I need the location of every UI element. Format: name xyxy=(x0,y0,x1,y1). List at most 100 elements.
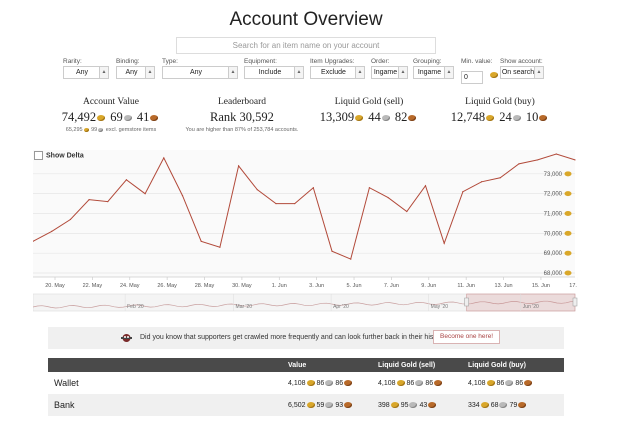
navigator-handle-left xyxy=(464,297,469,307)
table-row[interactable]: Bank 6,502 59 93 398 95 43 334 68 79 xyxy=(48,394,564,416)
copper-amount: 10 xyxy=(525,110,539,124)
copper-coin-icon xyxy=(408,115,417,122)
search-input[interactable]: Search for an item name on your account xyxy=(176,37,436,54)
equipment-select[interactable]: Include ▲ xyxy=(244,66,304,79)
chevron-down-icon: ▲ xyxy=(534,67,543,78)
stat-value: 13,309 44 82 xyxy=(314,110,424,125)
show-delta-checkbox[interactable] xyxy=(34,151,43,160)
gold-amount: 4,108 xyxy=(288,379,306,387)
data-point xyxy=(163,157,165,159)
chevron-down-icon: ▲ xyxy=(398,67,407,78)
gold-amount: 334 xyxy=(468,401,480,409)
column-header-liquid-buy: Liquid Gold (buy) xyxy=(468,361,526,369)
filter-label: Show account: xyxy=(500,58,543,65)
filter-label: Grouping: xyxy=(413,58,442,65)
filter-order: Order: Ingame ▲ xyxy=(371,58,408,79)
gold-coin-icon xyxy=(396,379,405,386)
filter-min-value: Min. value: 0 xyxy=(461,58,500,84)
data-point xyxy=(107,200,109,203)
become-supporter-button[interactable]: Become one here! xyxy=(433,330,501,344)
silver-amount: 86 xyxy=(406,379,415,387)
filter-label: Type: xyxy=(162,58,178,65)
navigator-label: Mar '20 xyxy=(236,304,253,310)
copper-coin-icon xyxy=(150,115,159,122)
silver-coin-icon xyxy=(415,379,424,386)
row-value: 6,502 59 93 xyxy=(288,394,378,416)
gold-amount: 4,108 xyxy=(468,379,486,387)
sub-silver-amount: 99 xyxy=(91,127,98,133)
filter-label: Equipment: xyxy=(244,58,277,65)
value-history-chart[interactable]: 68,000 69,000 70,000 71,000 72,000 73,000 20. … xyxy=(32,146,587,313)
x-tick-label: 13. Jun xyxy=(495,283,513,289)
binding-select[interactable]: Any ▲ xyxy=(116,66,155,79)
y-tick-label: 73,000 xyxy=(544,172,563,178)
column-header-liquid-sell: Liquid Gold (sell) xyxy=(378,361,436,369)
gold-coin-icon xyxy=(564,171,572,177)
data-point xyxy=(331,250,333,252)
page-title: Account Overview xyxy=(229,9,383,30)
chart-svg[interactable]: 68,000 69,000 70,000 71,000 72,000 73,000 20. … xyxy=(32,146,587,313)
table-row[interactable]: Wallet 4,108 86 86 4,108 86 86 4,108 86 86 xyxy=(48,372,564,394)
x-tick-label: 17. Jun xyxy=(569,283,578,289)
silver-coin-icon xyxy=(325,379,334,386)
banner-text: Did you know that supporters get crawled… xyxy=(140,334,449,341)
gold-coin-icon xyxy=(564,230,572,236)
select-value: Any xyxy=(75,69,89,76)
item-upgrades-select[interactable]: Exclude ▲ xyxy=(310,66,365,79)
data-point xyxy=(368,187,371,189)
filter-equipment: Equipment: Include ▲ xyxy=(244,58,304,79)
data-point xyxy=(555,153,557,155)
grouping-select[interactable]: Ingame ▲ xyxy=(413,66,454,79)
sub-note: excl. gemstore items xyxy=(105,127,157,133)
gold-coin-icon xyxy=(390,401,399,408)
filter-label: Item Upgrades: xyxy=(310,58,355,65)
rarity-select[interactable]: Any ▲ xyxy=(63,66,109,79)
show-account-select[interactable]: On search ▲ xyxy=(500,66,544,79)
data-point xyxy=(406,210,408,213)
x-tick-label: 7. Jun xyxy=(384,283,399,289)
copper-coin-icon xyxy=(344,401,353,408)
silver-amount: 69 xyxy=(110,110,123,124)
data-point xyxy=(275,202,277,205)
x-tick-label: 3. Jun xyxy=(309,283,324,289)
select-value: On search xyxy=(501,69,535,76)
silver-coin-icon xyxy=(325,401,334,408)
copper-amount: 79 xyxy=(509,401,518,409)
gold-coin-icon xyxy=(486,379,495,386)
copper-amount: 41 xyxy=(136,110,150,124)
copper-coin-icon xyxy=(434,379,443,386)
order-select[interactable]: Ingame ▲ xyxy=(371,66,408,79)
filter-type: Type: Any ▲ xyxy=(162,58,238,79)
column-header-value: Value xyxy=(288,361,307,369)
silver-amount: 95 xyxy=(400,401,409,409)
type-select[interactable]: Any ▲ xyxy=(162,66,238,79)
gold-amount: 13,309 xyxy=(319,110,355,124)
gold-coin-icon xyxy=(306,379,315,386)
silver-coin-icon xyxy=(98,127,104,132)
data-point xyxy=(443,242,445,244)
filter-label: Order: xyxy=(371,58,390,65)
row-name: Bank xyxy=(54,400,75,410)
copper-amount: 93 xyxy=(335,401,344,409)
silver-coin-icon xyxy=(512,115,521,122)
data-point xyxy=(219,246,221,248)
x-tick-label: 1. Jun xyxy=(272,283,287,289)
x-tick-label: 28. May xyxy=(195,283,215,289)
select-value: Exclude xyxy=(321,69,346,76)
select-value: Any xyxy=(189,69,203,76)
navigator-handle-right xyxy=(572,297,578,307)
min-value-input[interactable]: 0 xyxy=(461,71,483,84)
chevron-down-icon: ▲ xyxy=(228,67,237,78)
chevron-down-icon: ▲ xyxy=(294,67,303,78)
stat-subtext: 65,295 99 excl. gemstore items xyxy=(56,127,166,133)
silver-amount: 86 xyxy=(496,379,505,387)
show-delta-toggle[interactable]: Show Delta xyxy=(34,151,84,160)
gold-coin-icon xyxy=(306,401,315,408)
silver-amount: 24 xyxy=(499,110,512,124)
filter-label: Min. value: xyxy=(461,58,493,65)
filter-item-upgrades: Item Upgrades: Exclude ▲ xyxy=(310,58,365,79)
data-point xyxy=(200,240,202,242)
table-header-row: Value Liquid Gold (sell) Liquid Gold (bu… xyxy=(48,358,564,372)
silver-amount: 44 xyxy=(368,110,381,124)
chevron-down-icon: ▲ xyxy=(444,67,453,78)
